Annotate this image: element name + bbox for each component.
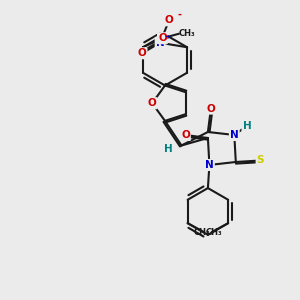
Text: CH₃: CH₃ <box>179 29 196 38</box>
Text: O: O <box>138 48 146 58</box>
Text: N: N <box>156 38 164 48</box>
Text: CH₃: CH₃ <box>194 228 210 237</box>
Text: H: H <box>164 144 172 154</box>
Text: S: S <box>256 155 264 166</box>
Text: CH₃: CH₃ <box>206 228 222 237</box>
Text: N: N <box>230 130 239 140</box>
Text: N: N <box>205 160 214 170</box>
Text: O: O <box>148 98 157 108</box>
Text: O: O <box>206 103 215 114</box>
Text: O: O <box>165 15 173 25</box>
Text: -: - <box>178 10 182 20</box>
Text: +: + <box>165 34 170 40</box>
Text: H: H <box>242 121 251 131</box>
Text: O: O <box>158 33 167 43</box>
Text: O: O <box>181 130 190 140</box>
